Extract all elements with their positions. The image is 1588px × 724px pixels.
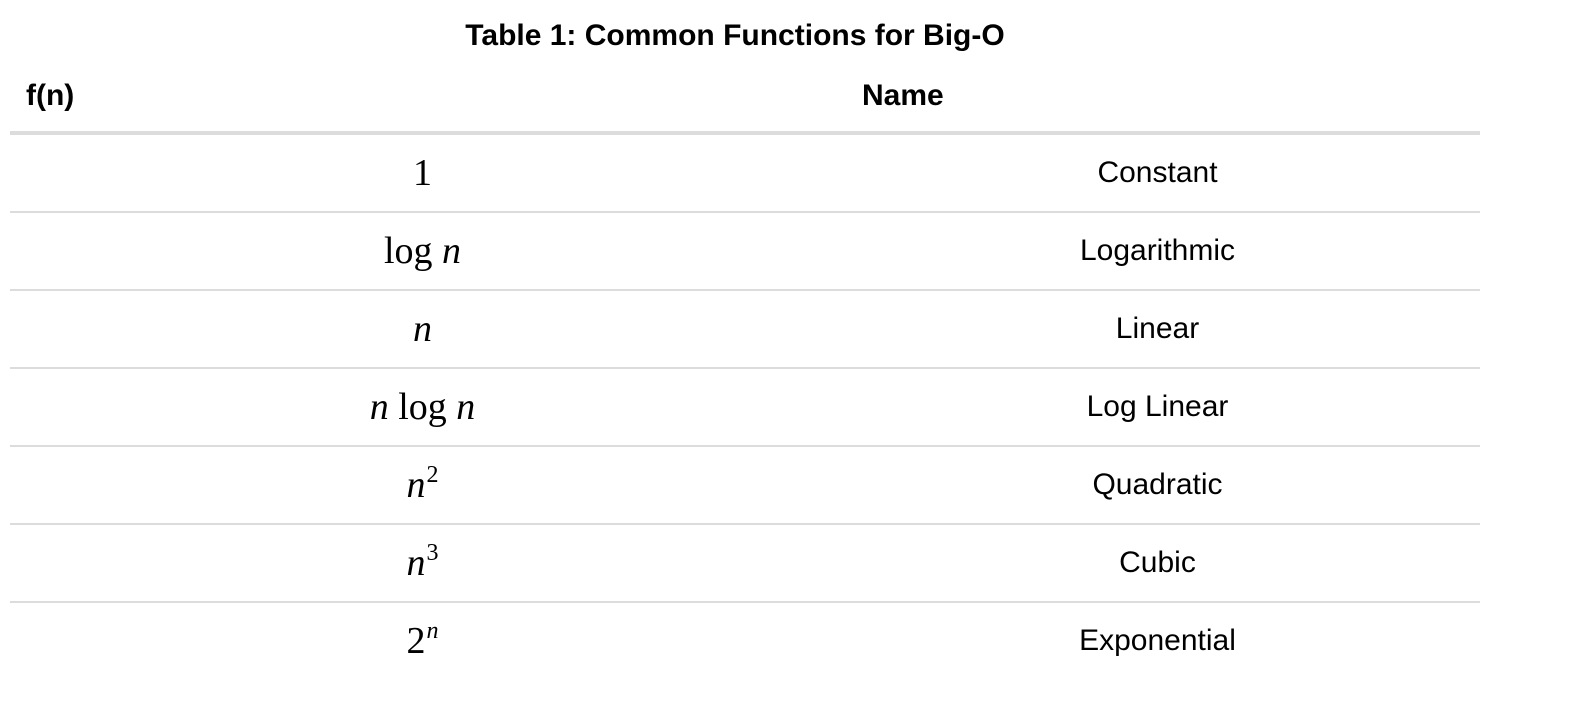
function-token: n xyxy=(406,464,426,506)
function-cell: n2 xyxy=(10,461,835,509)
function-exponent: 3 xyxy=(426,540,439,566)
table-row: log n Logarithmic xyxy=(10,213,1480,291)
name-cell: Logarithmic xyxy=(1079,234,1236,267)
function-token: 2 xyxy=(406,620,426,662)
table-row: 1 Constant xyxy=(10,135,1480,213)
function-token: 1 xyxy=(413,152,432,194)
column-header-fn: f(n) xyxy=(26,79,75,112)
function-token: n xyxy=(369,386,389,428)
table-row: n3 Cubic xyxy=(10,525,1480,603)
function-cell: 2n xyxy=(10,617,835,665)
function-token: log xyxy=(383,230,433,272)
big-o-table: f(n) Name 1 Constant log n Logarithmic n Line… xyxy=(10,62,1480,679)
function-token: n xyxy=(442,230,462,272)
function-cell: n3 xyxy=(10,539,835,587)
table-caption: Table 1: Common Functions for Big-O xyxy=(465,19,1005,52)
name-cell: Exponential xyxy=(1079,624,1236,657)
name-cell: Constant xyxy=(1097,156,1218,189)
function-cell: log n xyxy=(10,227,835,275)
column-header-name: Name xyxy=(862,79,944,112)
function-cell: 1 xyxy=(10,149,835,197)
table-row: 2n Exponential xyxy=(10,603,1480,679)
table-row: n log n Log Linear xyxy=(10,369,1480,447)
name-cell: Linear xyxy=(1115,312,1200,345)
function-token: n xyxy=(456,386,476,428)
function-token: n xyxy=(413,308,432,350)
name-cell: Quadratic xyxy=(1092,468,1223,501)
function-cell: n xyxy=(10,305,835,353)
function-exponent: 2 xyxy=(426,462,439,488)
table-row: n Linear xyxy=(10,291,1480,369)
function-token: log xyxy=(398,386,447,428)
function-token: n xyxy=(406,542,426,584)
function-cell: n log n xyxy=(10,383,835,431)
table-body: 1 Constant log n Logarithmic n Linear n log n L… xyxy=(10,135,1480,679)
name-cell: Cubic xyxy=(1119,546,1196,579)
function-exponent: n xyxy=(426,618,439,644)
table-header: f(n) Name xyxy=(10,62,1480,135)
table-row: n2 Quadratic xyxy=(10,447,1480,525)
name-cell: Log Linear xyxy=(1086,390,1229,423)
